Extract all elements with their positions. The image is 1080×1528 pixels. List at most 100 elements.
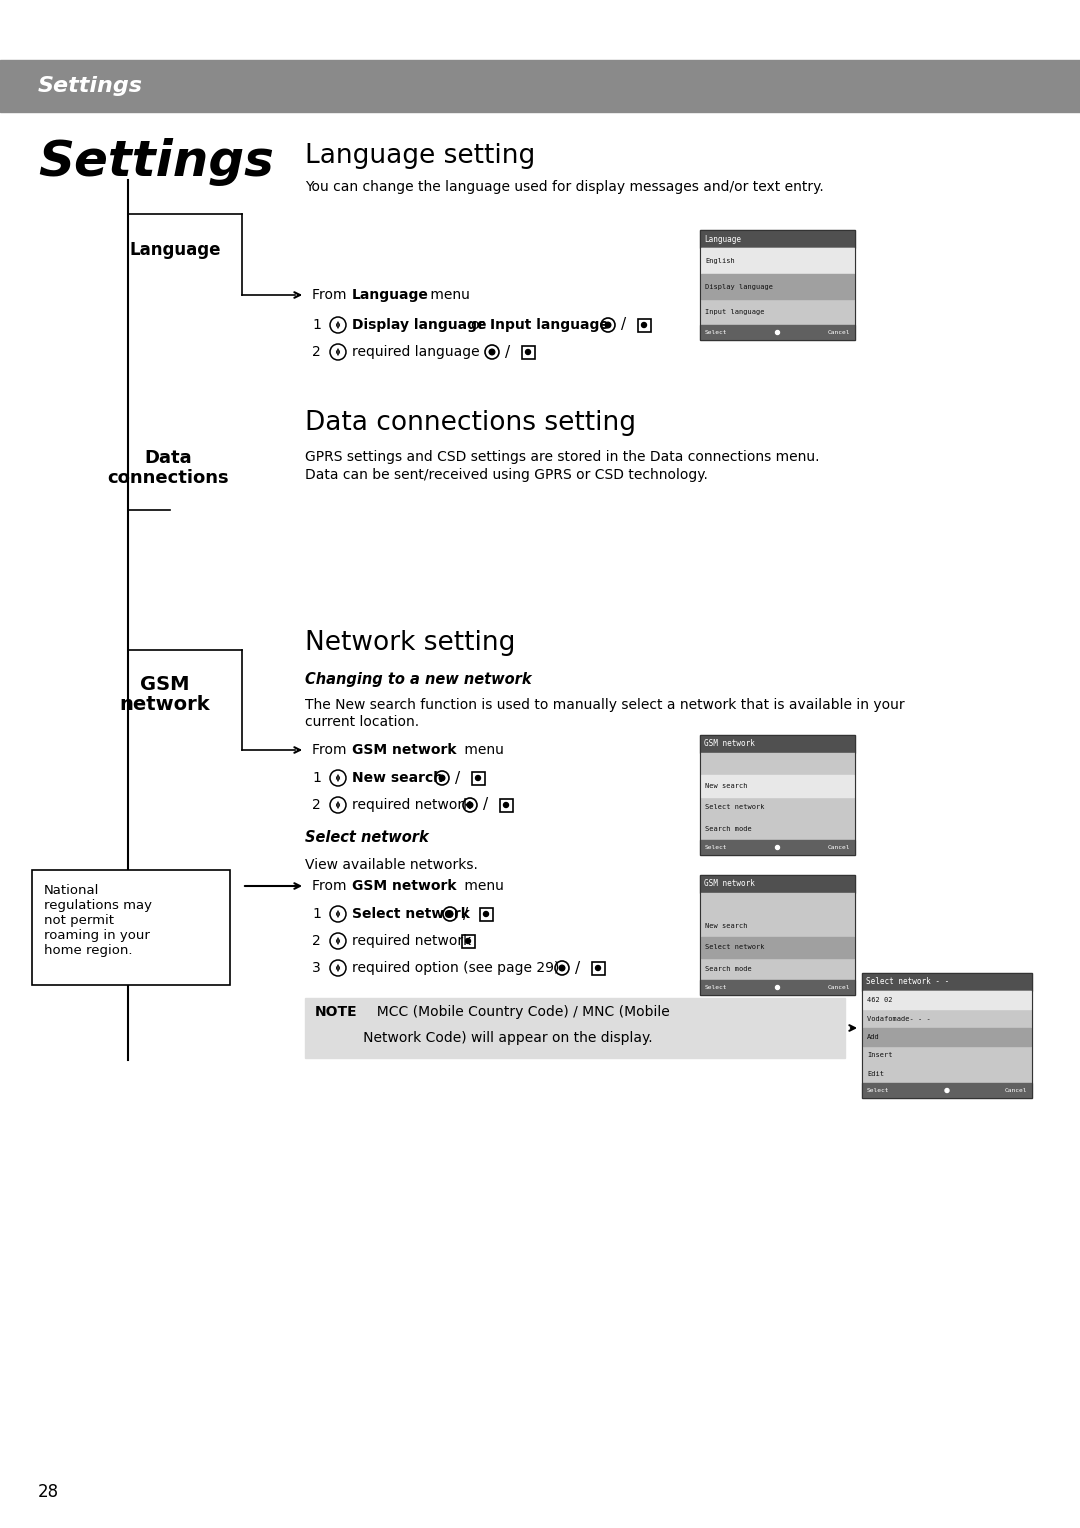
Bar (32, 869, 230, 986)
Text: Language: Language (704, 234, 741, 243)
Circle shape (559, 966, 565, 970)
Text: Edit: Edit (867, 1071, 885, 1077)
Bar (862, 1083, 1032, 1099)
Bar (700, 840, 855, 856)
Circle shape (945, 1088, 949, 1093)
Bar (592, 963, 605, 975)
Text: Cancel: Cancel (827, 986, 850, 990)
Text: From: From (312, 287, 351, 303)
Circle shape (503, 802, 509, 807)
Text: Language: Language (130, 241, 220, 260)
Text: Select: Select (705, 986, 728, 990)
Bar (862, 973, 1032, 1099)
Bar (700, 892, 855, 979)
Text: 2: 2 (312, 345, 321, 359)
Bar (701, 248, 854, 274)
Text: 2: 2 (312, 798, 321, 811)
Circle shape (775, 845, 780, 850)
Text: Data: Data (145, 449, 192, 468)
Circle shape (447, 911, 453, 917)
Text: Language: Language (352, 287, 429, 303)
Bar (0, 60, 1080, 112)
Text: Language setting: Language setting (305, 144, 536, 170)
Bar (701, 775, 854, 796)
Circle shape (526, 350, 530, 354)
Text: From: From (312, 879, 351, 892)
Text: Select: Select (705, 330, 728, 335)
Text: Display language: Display language (352, 318, 486, 332)
Text: Select: Select (705, 845, 728, 850)
Circle shape (775, 330, 780, 335)
Text: NOTE: NOTE (315, 1005, 357, 1019)
Text: You can change the language used for display messages and/or text entry.: You can change the language used for dis… (305, 180, 824, 194)
Bar (700, 735, 855, 753)
Text: Select network - -: Select network - - (866, 978, 949, 987)
Bar (863, 1028, 1031, 1047)
Circle shape (468, 802, 473, 808)
Text: Changing to a new network: Changing to a new network (305, 672, 531, 688)
Text: GSM network: GSM network (704, 880, 755, 888)
Text: Select: Select (867, 1088, 890, 1093)
Text: Select network: Select network (305, 830, 429, 845)
Text: required network: required network (352, 798, 471, 811)
Bar (480, 908, 492, 921)
Bar (472, 772, 485, 785)
Text: GSM network: GSM network (352, 743, 457, 756)
Text: From: From (312, 743, 351, 756)
Text: Settings: Settings (38, 138, 274, 186)
Circle shape (605, 322, 611, 329)
Circle shape (642, 322, 647, 327)
Text: 28: 28 (38, 1484, 59, 1500)
Text: Data connections setting: Data connections setting (305, 410, 636, 435)
Text: New search: New search (705, 923, 747, 929)
Text: New search: New search (705, 782, 747, 788)
Text: connections: connections (107, 469, 229, 487)
Text: GSM: GSM (140, 675, 190, 695)
Text: Cancel: Cancel (827, 330, 850, 335)
Text: Input language: Input language (490, 318, 609, 332)
Text: 1: 1 (312, 772, 321, 785)
Bar (700, 876, 855, 995)
Circle shape (489, 350, 495, 354)
Text: Vodafomade- - -: Vodafomade- - - (867, 1016, 931, 1022)
Text: MCC (Mobile Country Code) / MNC (Mobile: MCC (Mobile Country Code) / MNC (Mobile (368, 1005, 670, 1019)
Text: menu: menu (426, 287, 470, 303)
Bar (700, 735, 855, 856)
Bar (700, 231, 855, 341)
Bar (700, 248, 855, 325)
Text: GPRS settings and CSD settings are stored in the Data connections menu.: GPRS settings and CSD settings are store… (305, 451, 820, 465)
Bar (500, 799, 513, 811)
Bar (701, 937, 854, 958)
Text: Network setting: Network setting (305, 630, 515, 656)
Text: Select network: Select network (705, 804, 765, 810)
Text: network: network (120, 695, 211, 715)
Bar (862, 992, 1032, 1083)
Text: Network Code) will appear on the display.: Network Code) will appear on the display… (315, 1031, 652, 1045)
Circle shape (465, 938, 471, 943)
Text: menu: menu (460, 879, 504, 892)
Text: The New search function is used to manually select a network that is available i: The New search function is used to manua… (305, 698, 905, 712)
Bar (700, 325, 855, 341)
Bar (522, 345, 535, 359)
Bar (700, 979, 855, 995)
Circle shape (475, 776, 481, 781)
Bar (700, 876, 855, 892)
Text: View available networks.: View available networks. (305, 859, 477, 872)
Text: 1: 1 (312, 318, 321, 332)
Text: Settings: Settings (38, 76, 143, 96)
Text: Cancel: Cancel (1004, 1088, 1027, 1093)
Text: National
regulations may
not permit
roaming in your
home region.: National regulations may not permit roam… (44, 885, 152, 957)
Text: /: / (575, 961, 580, 975)
Text: 462 02: 462 02 (867, 998, 892, 1004)
Bar (701, 274, 854, 299)
Bar (638, 319, 651, 332)
Text: /: / (621, 318, 626, 333)
Text: Add: Add (867, 1034, 880, 1041)
Text: 2: 2 (312, 934, 321, 947)
Circle shape (440, 775, 445, 781)
Circle shape (595, 966, 600, 970)
Text: Data can be sent/received using GPRS or CSD technology.: Data can be sent/received using GPRS or … (305, 468, 707, 481)
Text: GSM network: GSM network (352, 879, 457, 892)
Text: required network: required network (352, 934, 471, 947)
Text: English: English (705, 258, 734, 264)
